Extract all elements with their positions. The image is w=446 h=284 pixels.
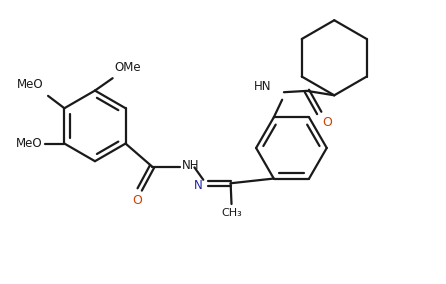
Text: HN: HN — [254, 80, 272, 93]
Text: NH: NH — [182, 159, 199, 172]
Text: O: O — [322, 116, 332, 130]
Text: MeO: MeO — [17, 78, 44, 91]
Text: MeO: MeO — [16, 137, 42, 150]
Text: CH₃: CH₃ — [221, 208, 242, 218]
Text: N: N — [194, 179, 202, 192]
Text: O: O — [132, 194, 142, 207]
Text: OMe: OMe — [114, 61, 141, 74]
